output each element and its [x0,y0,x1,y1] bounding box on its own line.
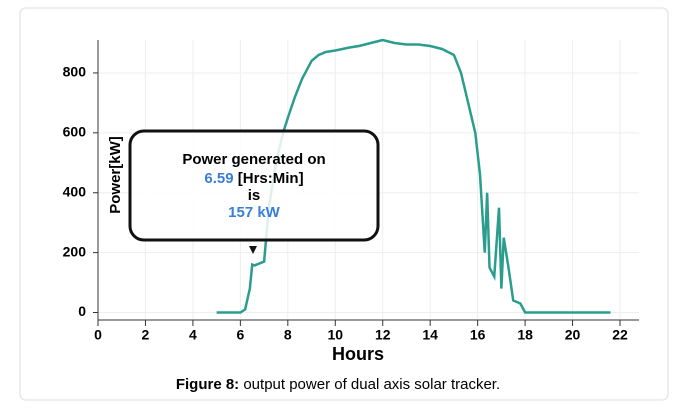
x-tick-label: 10 [327,327,343,343]
x-axis-label: Hours [332,344,384,364]
x-tick-label: 2 [142,327,150,343]
x-tick-label: 20 [565,327,581,343]
x-tick-label: 6 [236,327,244,343]
annotation-box [128,129,380,242]
y-tick-label: 400 [63,183,87,199]
caption: Figure 8: output power of dual axis sola… [176,376,500,393]
y-axis-label: Power[kW] [107,136,124,214]
x-tick-label: 18 [517,327,533,343]
annotation-text: is [248,187,261,204]
x-tick-label: 14 [422,327,438,343]
x-tick-label: 0 [94,327,102,343]
y-tick-label: 600 [63,124,87,140]
y-tick-label: 800 [63,64,87,80]
x-tick-label: 8 [284,327,292,343]
annotation-pointer [249,246,257,254]
x-tick-label: 22 [612,327,628,343]
annotation-unit: [Hrs:Min] [238,170,304,187]
x-tick-label: 16 [470,327,486,343]
annotation-text: 157 kW [228,204,281,221]
frame [19,7,669,401]
caption-text: output power of dual axis solar tracker. [243,376,500,393]
y-tick-label: 200 [63,243,87,259]
annotation-time: 6.59 [204,170,233,187]
caption-label: Figure 8: [176,376,239,393]
x-tick-label: 12 [375,327,391,343]
x-tick-label: 4 [189,327,197,343]
annotation-text: 6.59 [Hrs:Min] [204,170,303,187]
y-tick-label: 0 [78,303,86,319]
annotation-text: Power generated on [182,151,325,168]
